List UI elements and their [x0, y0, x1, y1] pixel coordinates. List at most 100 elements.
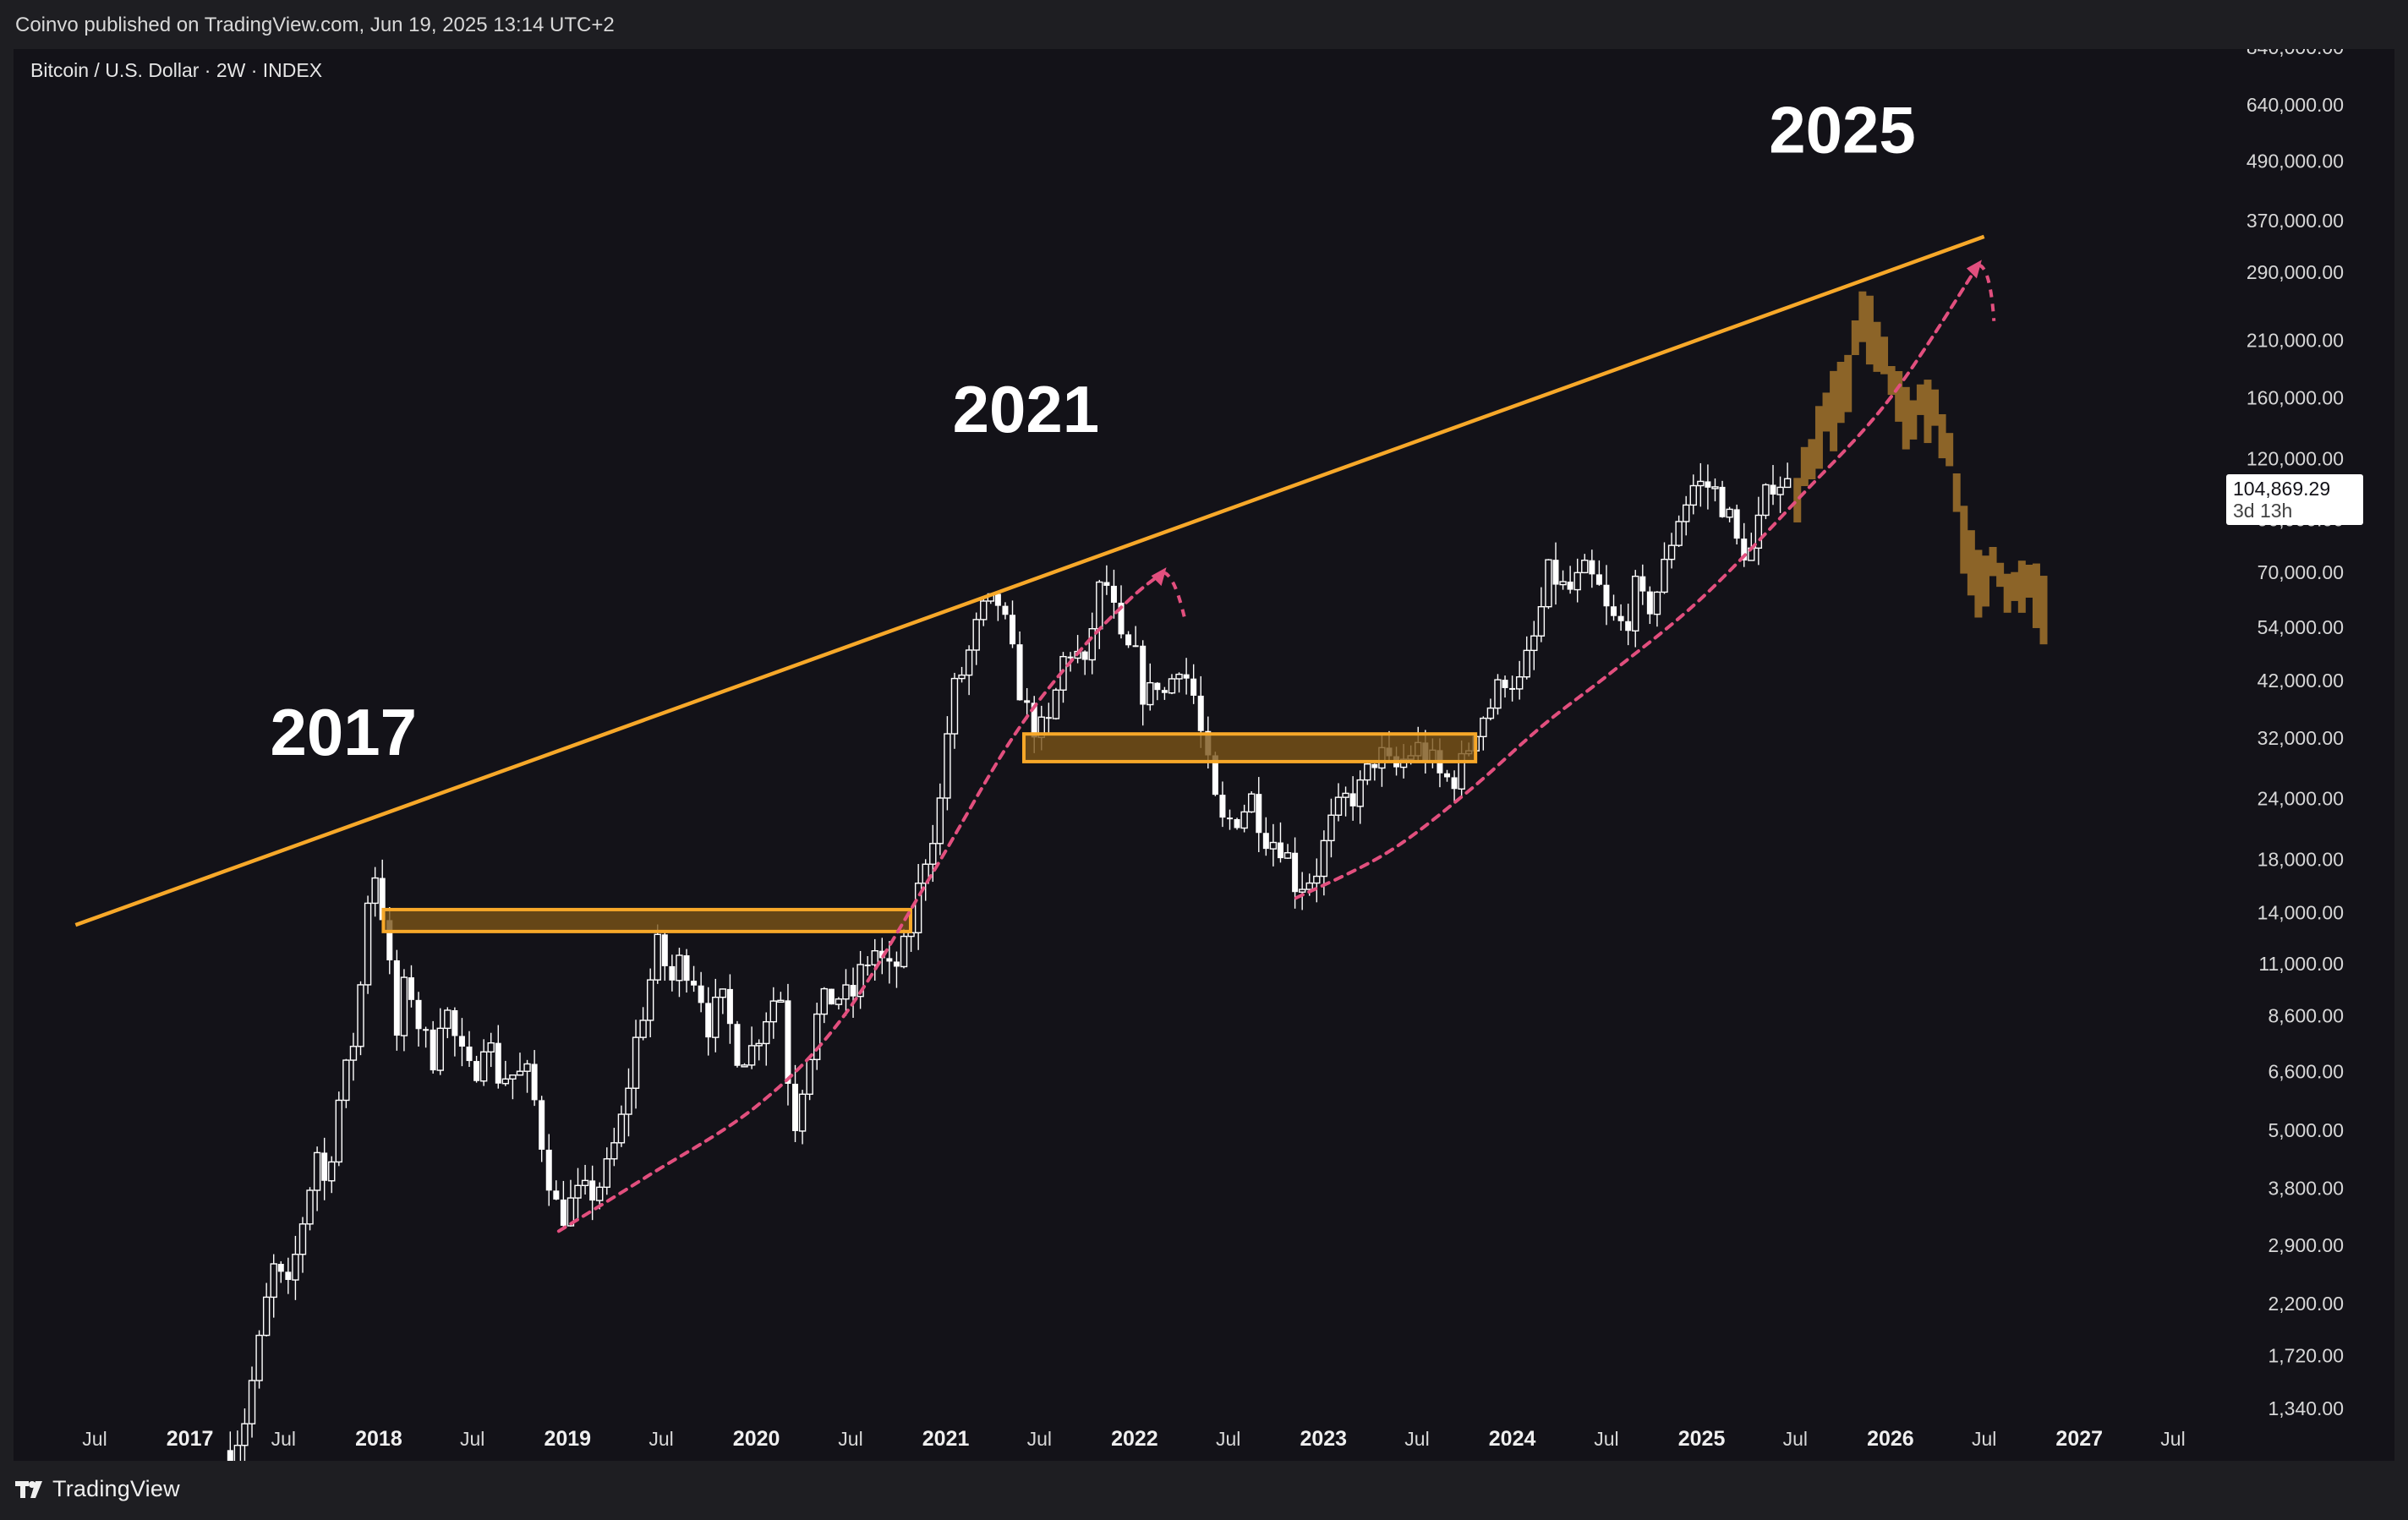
candle-body-down	[393, 960, 400, 1036]
candle-body-down	[1190, 678, 1197, 696]
candle-body-up	[306, 1189, 314, 1225]
projection-bar	[1808, 439, 1816, 479]
price-axis-label: 70,000.00	[2258, 561, 2344, 583]
candle-body-up	[806, 1058, 813, 1096]
candle-body-up	[292, 1254, 299, 1281]
projection-bar	[1851, 320, 1859, 356]
candle-body-up	[741, 1064, 748, 1068]
price-axis-label: 370,000.00	[2247, 210, 2344, 232]
candle-body-down	[1595, 574, 1602, 585]
projection-bar	[1916, 384, 1924, 415]
chart-panel[interactable]: 2017 2021 2025 840,000.00 640,000.00 490,000…	[14, 49, 2394, 1461]
candle-body-up	[1320, 839, 1328, 878]
time-axis-label: 2026	[1867, 1427, 1914, 1451]
candle-body-up	[581, 1179, 589, 1187]
projection-bar	[1924, 380, 1932, 444]
candle-body-up	[1573, 571, 1581, 591]
price-axis[interactable]: 840,000.00 640,000.00 490,000.00 370,000.00…	[2247, 49, 2344, 1419]
projection-bar	[1981, 555, 1989, 607]
candle-body-down	[1444, 773, 1451, 778]
candle-body-down	[1234, 818, 1240, 828]
projection-bar	[2032, 563, 2040, 628]
candle-body-up	[914, 883, 922, 934]
projection-bar	[1793, 478, 1802, 522]
candle-body-up	[856, 964, 864, 998]
time-axis[interactable]: Jul 2017 Jul 2018 Jul 2019 Jul 2020 Jul 2021 Jul 20…	[82, 1427, 2185, 1451]
candle-body-up	[1530, 635, 1538, 652]
candle-body-up	[1689, 484, 1697, 506]
candle-body-down	[994, 593, 1001, 606]
curve-arrow-tail	[1162, 571, 1188, 624]
time-axis-label: Jul	[1027, 1428, 1052, 1450]
candle-body-up	[313, 1151, 321, 1191]
candle-body-up	[487, 1042, 495, 1053]
price-chart[interactable]: 2017 2021 2025 840,000.00 640,000.00 490,000…	[14, 49, 2394, 1461]
candle-body-up	[747, 1045, 756, 1066]
candle-body-up	[233, 1445, 242, 1461]
candle-body-down	[1140, 645, 1147, 705]
tradingview-logo-icon[interactable]	[15, 1479, 49, 1500]
candle-body-up	[270, 1263, 277, 1299]
projection-bar	[1873, 321, 1881, 372]
time-axis-label: 2017	[167, 1427, 214, 1451]
candle-body-down	[726, 988, 733, 1025]
candle-body-up	[1298, 888, 1306, 893]
candle-body-up	[364, 902, 372, 986]
candle-body-down	[886, 958, 893, 962]
candle-body-up	[1653, 591, 1661, 615]
projection-bar	[1909, 400, 1918, 440]
candle-body-up	[1334, 796, 1343, 816]
candle-body-down	[1509, 687, 1516, 690]
price-axis-label: 1,340.00	[2268, 1397, 2344, 1419]
candle-body-up	[929, 843, 937, 865]
candle-body-up	[798, 1093, 807, 1132]
projection-bar	[1887, 366, 1896, 396]
price-axis-label: 640,000.00	[2247, 94, 2344, 116]
support-zone	[1021, 732, 1478, 763]
candle-body-down	[560, 1199, 566, 1226]
candle-body-up	[777, 999, 785, 1003]
price-axis-label: 14,000.00	[2258, 901, 2344, 923]
tradingview-brand[interactable]: TradingView	[52, 1476, 180, 1501]
price-axis-label: 290,000.00	[2247, 261, 2344, 283]
candle-body-up	[241, 1423, 249, 1446]
projection-bar	[2011, 571, 2019, 601]
price-axis-label: 24,000.00	[2258, 788, 2344, 810]
projection-bar	[1844, 354, 1853, 413]
candle-body-up	[763, 1020, 770, 1045]
symbol-title[interactable]: Bitcoin / U.S. Dollar · 2W · INDEX	[30, 59, 323, 81]
candle-body-down	[828, 988, 835, 1005]
candle-body-up	[676, 954, 683, 981]
candle-body-down	[1227, 817, 1234, 820]
candle-body-up	[1667, 544, 1676, 560]
candle-body-up	[1711, 486, 1719, 489]
candle-body-down	[466, 1047, 473, 1062]
candle-body-down	[1741, 539, 1748, 560]
candle-body-down	[1733, 509, 1740, 539]
price-axis-label: 2,200.00	[2268, 1293, 2344, 1315]
candle-body-down	[683, 955, 690, 981]
price-axis-label: 6,600.00	[2268, 1060, 2344, 1082]
candle-body-up	[298, 1223, 307, 1255]
candle-body-down	[1081, 651, 1088, 660]
candle-body-down	[1183, 674, 1190, 679]
candle-body-down	[1603, 584, 1610, 607]
candle-body-down	[1067, 656, 1074, 659]
projection-bar	[1931, 389, 1940, 426]
time-axis-label: Jul	[2160, 1428, 2185, 1450]
price-axis-label: 1,720.00	[2268, 1345, 2344, 1367]
candle-body-down	[1292, 852, 1299, 893]
support-zone	[381, 907, 912, 933]
projection-bar	[1880, 336, 1889, 375]
projection-bar	[1822, 392, 1831, 432]
candle-body-down	[1154, 682, 1161, 691]
candle-body-down	[285, 1271, 292, 1281]
candle-body-down	[1256, 794, 1262, 834]
candle-body-up	[769, 1000, 778, 1023]
price-axis-label: 42,000.00	[2258, 670, 2344, 692]
candle-body-up	[965, 649, 973, 676]
candle-body-up	[820, 987, 828, 1015]
candle-body-down	[1639, 576, 1646, 592]
candle-body-down	[408, 977, 414, 1000]
price-axis-label: 210,000.00	[2247, 330, 2344, 352]
